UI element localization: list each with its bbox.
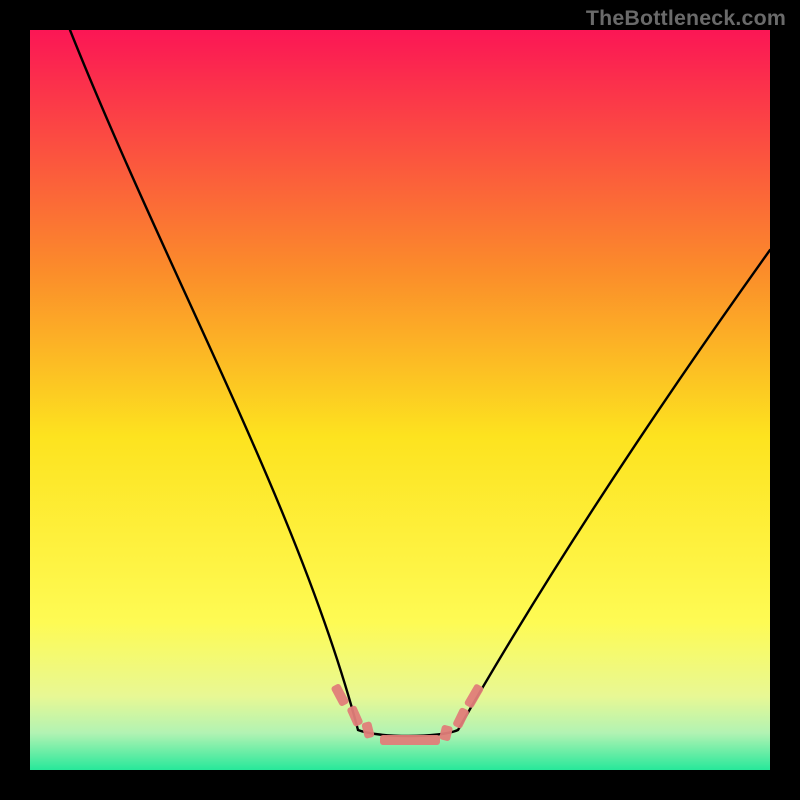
chart-plot-area	[30, 30, 770, 770]
curve-marker	[380, 735, 440, 745]
bottleneck-chart	[0, 0, 800, 800]
